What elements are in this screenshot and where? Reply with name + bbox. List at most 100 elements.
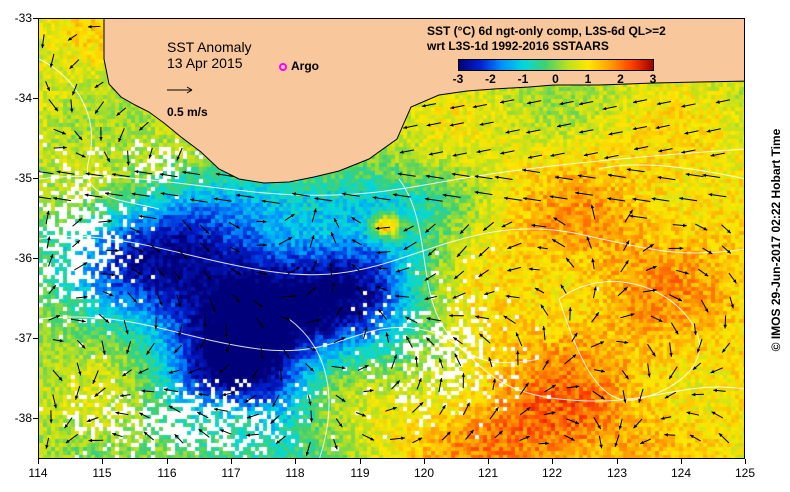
current-vector-head xyxy=(270,419,275,424)
current-vector-head xyxy=(528,155,532,159)
current-vector-head xyxy=(111,172,116,177)
current-vector-head xyxy=(314,197,319,201)
current-vector-head xyxy=(108,219,113,223)
current-vector-head xyxy=(49,419,53,424)
current-vector-head xyxy=(338,423,343,428)
current-vector-head xyxy=(421,104,426,108)
current-vector-head xyxy=(45,444,49,449)
x-tick xyxy=(360,459,361,464)
current-vector-head xyxy=(501,224,506,228)
current-vector-head xyxy=(602,106,607,111)
current-vector-head xyxy=(442,405,446,409)
map-frame: SST Anomaly 13 Apr 2015 Argo 0.5 m/s SST… xyxy=(38,18,745,459)
sst-contour-line xyxy=(39,228,744,276)
current-vector-head xyxy=(246,433,250,437)
current-vector-head xyxy=(685,172,690,177)
current-vector-head xyxy=(369,389,374,393)
current-vector-head xyxy=(479,122,484,126)
current-vector-head xyxy=(116,112,121,116)
current-vector-head xyxy=(260,355,264,359)
current-vector-head xyxy=(424,296,429,301)
x-tick-label: 122 xyxy=(541,466,563,480)
colorbar xyxy=(458,59,654,71)
current-vector-head xyxy=(222,392,227,397)
current-vector-head xyxy=(146,350,150,355)
sst-contour-line xyxy=(288,318,330,458)
current-vector-head xyxy=(624,340,629,344)
current-vector-head xyxy=(657,175,662,180)
x-tick-label: 120 xyxy=(413,466,435,480)
current-vector-head xyxy=(568,307,572,311)
current-vector-head xyxy=(418,437,423,441)
current-vector-head xyxy=(428,152,433,156)
current-vector-head xyxy=(112,432,117,437)
current-vector xyxy=(39,196,52,200)
current-vector-head xyxy=(626,168,631,172)
current-vector-head xyxy=(732,279,737,284)
current-vector-head xyxy=(630,313,635,317)
y-tick-label: -37 xyxy=(14,331,32,345)
current-vector-head xyxy=(351,217,356,221)
current-vector-head xyxy=(426,123,431,127)
current-vector-head xyxy=(63,145,67,150)
current-vector-head xyxy=(655,125,660,130)
current-vector-head xyxy=(94,393,99,397)
current-vector-head xyxy=(375,226,380,230)
current-vector-head xyxy=(623,399,627,403)
current-vector-head xyxy=(378,308,382,313)
current-vector-head xyxy=(87,25,92,29)
current-vector-head xyxy=(396,380,400,385)
current-vector-head xyxy=(197,412,202,416)
current-vector-head xyxy=(92,379,96,384)
current-vector-head xyxy=(727,249,731,254)
x-tick-label: 124 xyxy=(670,466,692,480)
current-vector-head xyxy=(560,284,565,289)
current-vector-head xyxy=(263,219,267,224)
x-tick xyxy=(167,459,168,464)
current-vector-head xyxy=(704,308,709,313)
current-vector-head xyxy=(137,271,142,275)
current-vector-head xyxy=(53,404,57,409)
x-tick-label: 121 xyxy=(477,466,499,480)
current-vector-head xyxy=(651,352,656,357)
current-vector-head xyxy=(528,267,533,271)
current-vector-head xyxy=(579,130,584,134)
current-vector-head xyxy=(573,332,578,337)
current-vector-head xyxy=(46,210,50,215)
product-description-line1: SST (°C) 6d ngt-only comp, L3S-6d QL>=2 xyxy=(427,24,666,38)
current-vector-head xyxy=(679,196,683,201)
legend-vector-arrowhead xyxy=(186,86,193,94)
current-vector-head xyxy=(133,299,137,303)
current-vector-head xyxy=(658,318,663,322)
current-vector-head xyxy=(583,153,588,157)
current-vector-head xyxy=(49,63,54,68)
sst-contour-line xyxy=(39,148,744,196)
x-tick xyxy=(38,459,39,464)
current-vector-head xyxy=(176,156,180,161)
current-vector-head xyxy=(537,246,542,250)
current-vector-head xyxy=(41,44,45,49)
current-vector-head xyxy=(727,229,731,234)
current-vector-head xyxy=(689,434,694,439)
current-vector-head xyxy=(125,330,129,335)
current-vector-head xyxy=(656,101,661,106)
current-vector-head xyxy=(461,373,466,377)
current-vector-head xyxy=(625,375,629,380)
current-vector-head xyxy=(203,323,207,328)
current-vector-head xyxy=(478,252,483,257)
current-vector-head xyxy=(341,366,346,370)
x-tick xyxy=(681,459,682,464)
y-tick-label: -38 xyxy=(14,411,32,425)
current-vector-head xyxy=(633,100,637,104)
current-vector-head xyxy=(131,192,136,196)
current-vector-head xyxy=(704,272,709,277)
current-vector-head xyxy=(476,149,481,154)
current-vector-head xyxy=(652,266,657,270)
current-vector-head xyxy=(452,153,457,157)
current-vector-head xyxy=(572,354,577,359)
current-vector-head xyxy=(214,407,218,412)
current-vector-head xyxy=(570,437,575,441)
current-vector-head xyxy=(139,126,144,131)
current-vector-head xyxy=(296,267,300,271)
current-vector-head xyxy=(669,375,673,380)
